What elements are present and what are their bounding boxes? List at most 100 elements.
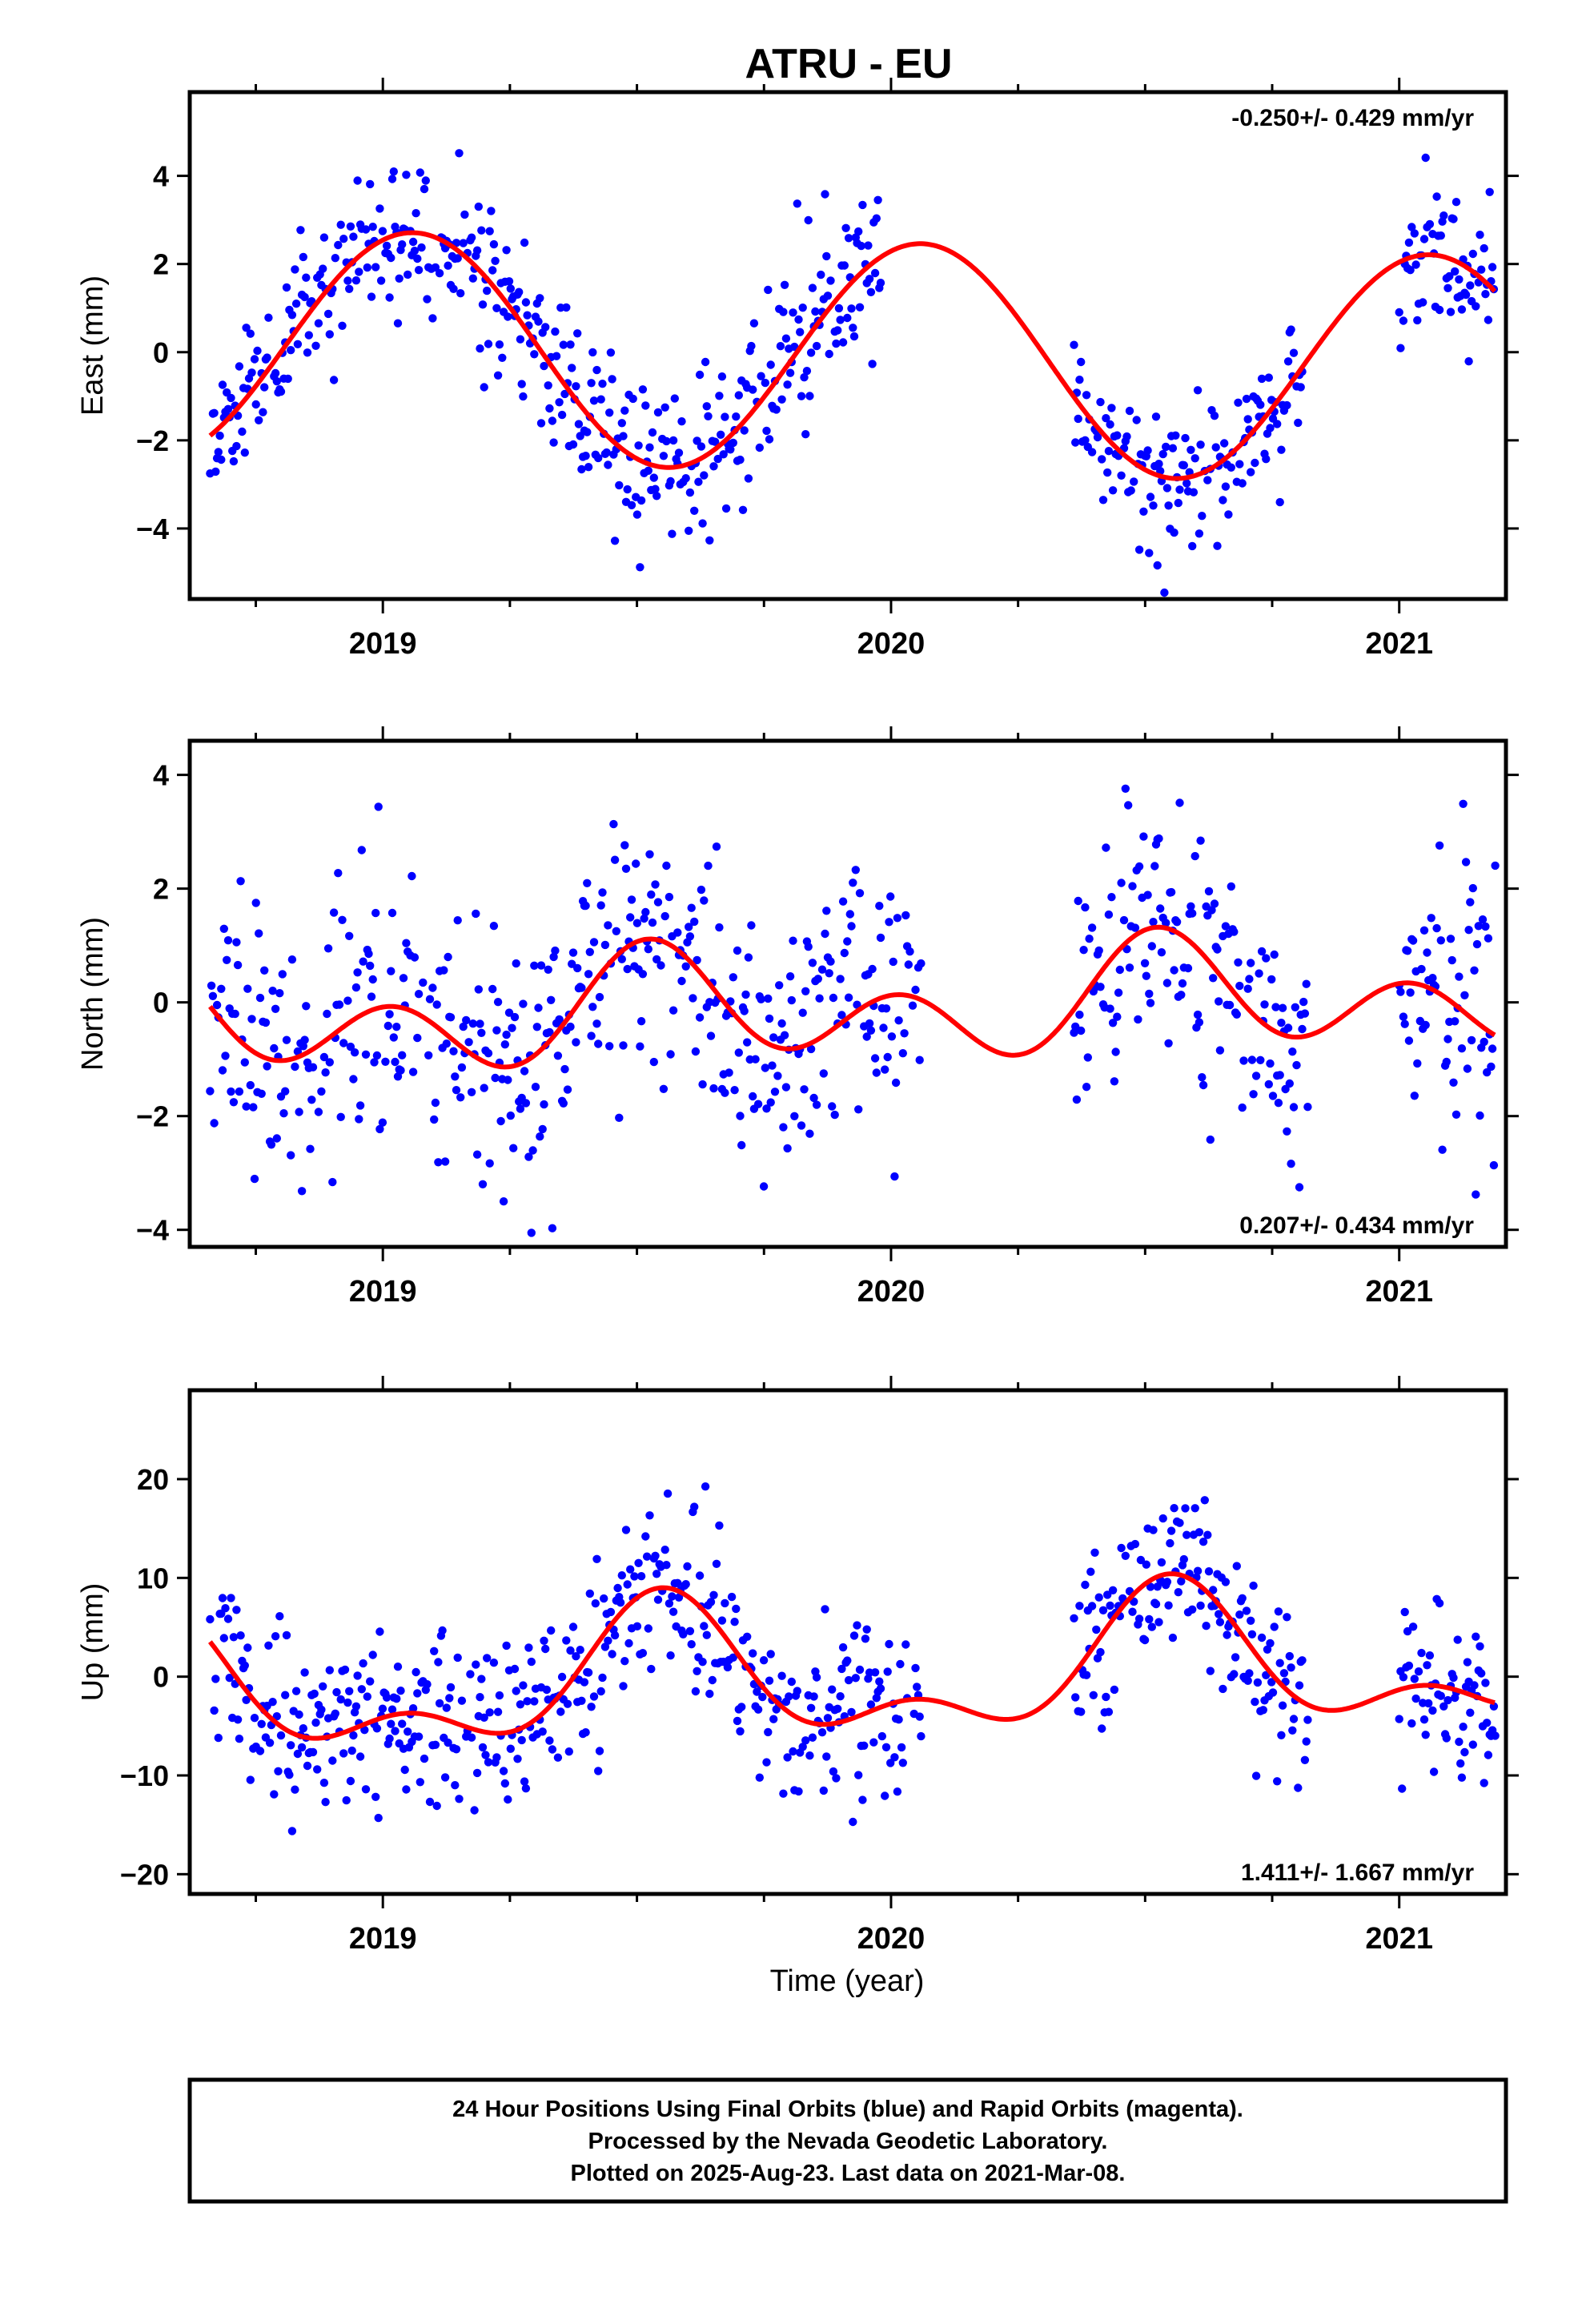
data-point bbox=[766, 1650, 775, 1659]
data-point bbox=[1182, 1530, 1191, 1539]
data-point bbox=[825, 349, 833, 359]
data-point bbox=[287, 311, 297, 320]
data-point bbox=[1419, 298, 1427, 307]
data-point bbox=[1287, 1663, 1295, 1672]
data-point bbox=[250, 1714, 259, 1723]
data-point bbox=[1245, 1669, 1254, 1678]
data-point bbox=[1243, 984, 1252, 993]
data-point bbox=[1472, 939, 1482, 949]
data-point bbox=[806, 1703, 816, 1712]
data-point bbox=[783, 1144, 792, 1153]
data-point bbox=[1249, 1581, 1258, 1590]
data-point bbox=[495, 340, 504, 349]
data-point bbox=[1449, 1673, 1458, 1683]
data-point bbox=[382, 241, 391, 251]
data-point bbox=[1463, 1658, 1472, 1667]
data-point bbox=[1262, 954, 1271, 963]
data-point bbox=[687, 903, 696, 912]
data-point bbox=[652, 492, 661, 501]
data-point bbox=[691, 1687, 701, 1696]
data-point bbox=[359, 1659, 367, 1668]
data-point bbox=[296, 226, 305, 235]
data-point bbox=[717, 372, 727, 381]
data-point bbox=[1103, 1590, 1112, 1599]
data-point bbox=[516, 335, 525, 344]
data-point bbox=[442, 1039, 451, 1048]
data-point bbox=[700, 1622, 709, 1630]
data-point bbox=[808, 959, 817, 967]
data-point bbox=[1203, 1530, 1212, 1539]
data-point bbox=[730, 1086, 739, 1095]
data-point bbox=[715, 1521, 724, 1530]
data-point bbox=[353, 176, 362, 185]
data-point bbox=[414, 266, 424, 275]
data-point bbox=[736, 1112, 745, 1120]
data-point bbox=[887, 1032, 897, 1041]
data-point bbox=[1447, 955, 1456, 965]
data-point bbox=[498, 353, 507, 362]
data-point bbox=[1113, 1012, 1122, 1021]
data-point bbox=[1191, 1504, 1199, 1513]
data-point bbox=[594, 1039, 603, 1048]
data-point bbox=[1476, 1111, 1484, 1120]
data-point bbox=[434, 1158, 443, 1167]
data-point bbox=[697, 885, 706, 895]
data-point bbox=[1215, 1046, 1225, 1055]
data-point bbox=[219, 1634, 228, 1642]
data-point bbox=[591, 1599, 600, 1608]
data-point bbox=[562, 1636, 571, 1645]
data-point bbox=[264, 313, 273, 322]
data-point bbox=[455, 149, 464, 158]
data-point bbox=[1151, 1599, 1161, 1609]
data-point bbox=[812, 1673, 821, 1682]
data-point bbox=[1410, 1092, 1419, 1100]
data-point bbox=[445, 1694, 454, 1703]
x-tick-label: 2019 bbox=[349, 1922, 417, 1956]
data-point bbox=[1460, 991, 1469, 1000]
data-point bbox=[1251, 458, 1259, 468]
data-point bbox=[632, 1622, 642, 1631]
data-point bbox=[683, 1562, 692, 1571]
data-point bbox=[343, 996, 352, 1005]
data-point bbox=[376, 276, 386, 285]
data-point bbox=[753, 1705, 763, 1714]
data-point bbox=[832, 1774, 841, 1783]
data-point bbox=[623, 485, 632, 494]
data-point bbox=[319, 264, 327, 273]
data-point bbox=[430, 1647, 439, 1655]
data-point bbox=[640, 914, 648, 923]
data-point bbox=[1435, 841, 1444, 850]
data-point bbox=[762, 1104, 771, 1113]
data-point bbox=[904, 960, 913, 969]
data-point bbox=[1170, 966, 1178, 975]
data-point bbox=[295, 1108, 303, 1116]
data-point bbox=[673, 1578, 682, 1588]
data-point bbox=[502, 1641, 511, 1651]
data-point bbox=[721, 504, 731, 513]
data-point bbox=[304, 331, 313, 340]
data-point bbox=[413, 1689, 422, 1698]
data-point bbox=[685, 488, 695, 497]
data-point bbox=[890, 1172, 899, 1181]
data-point bbox=[865, 275, 874, 283]
data-point bbox=[449, 1047, 458, 1055]
data-point bbox=[504, 1076, 512, 1084]
data-point bbox=[357, 846, 366, 854]
data-point bbox=[679, 1630, 688, 1639]
data-point bbox=[588, 1003, 597, 1011]
data-point bbox=[881, 1791, 889, 1800]
data-point bbox=[229, 1098, 239, 1107]
data-point bbox=[1488, 263, 1497, 271]
data-point bbox=[493, 998, 503, 1007]
data-point bbox=[487, 207, 496, 215]
data-point bbox=[548, 1745, 557, 1754]
data-point bbox=[651, 485, 660, 493]
data-point bbox=[600, 1594, 608, 1603]
data-point bbox=[755, 443, 764, 452]
data-point bbox=[1130, 477, 1138, 486]
data-point bbox=[1247, 959, 1255, 967]
data-point bbox=[1227, 463, 1236, 472]
data-point bbox=[636, 496, 646, 505]
data-point bbox=[1082, 1671, 1091, 1679]
data-point bbox=[378, 1704, 387, 1713]
